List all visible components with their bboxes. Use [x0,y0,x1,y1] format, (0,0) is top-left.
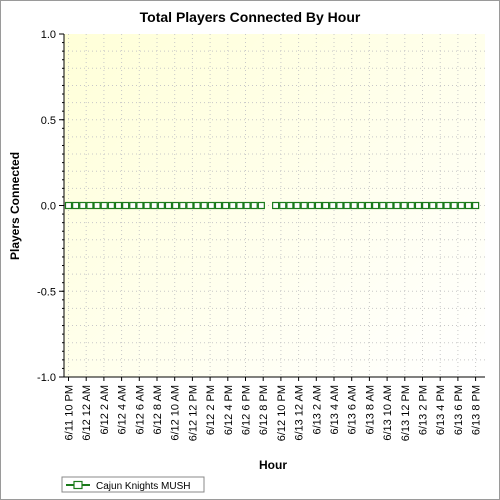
x-tick-label: 6/13 12 AM [294,385,306,441]
x-tick-label: 6/13 2 AM [311,385,323,435]
x-tick-label: 6/12 10 PM [276,385,288,441]
data-point [157,201,165,210]
data-point [257,201,265,210]
data-point [350,201,358,210]
data-point [172,201,180,210]
data-point [207,201,215,210]
data-point [443,201,451,210]
data-point [150,201,158,210]
y-tick-label: -1.0 [37,372,56,384]
x-tick-label: 6/13 4 AM [329,385,341,435]
data-point [307,201,315,210]
data-point [450,201,458,210]
data-point [279,201,287,210]
x-tick-label: 6/13 4 PM [435,385,447,435]
data-point [286,201,294,210]
data-point [86,201,94,210]
data-point [214,201,223,210]
data-point [72,201,80,210]
data-point [107,201,115,210]
x-tick-label: 6/12 8 PM [258,385,270,435]
data-point [250,201,258,210]
data-point [429,201,437,210]
data-point [314,201,323,210]
data-point [336,201,344,210]
y-tick-label: 0.0 [41,201,56,213]
data-point [407,201,415,210]
data-point [229,201,237,210]
legend: Cajun Knights MUSH [61,476,205,493]
data-point [293,201,301,210]
data-point [164,201,173,210]
data-point [322,201,330,210]
data-point [236,201,244,210]
legend-series-marker [73,480,83,490]
data-point [100,201,108,210]
data-point [372,201,380,210]
data-point [79,201,87,210]
data-point [136,201,144,210]
data-point [300,201,308,210]
x-axis-label: Hour [259,458,287,472]
x-tick-label: 6/12 6 PM [241,385,253,435]
x-tick-label: 6/12 4 AM [117,385,129,435]
x-tick-label: 6/12 4 PM [223,385,235,435]
series-layer [64,201,480,210]
x-tick-label: 6/13 10 AM [382,385,394,441]
data-point [143,201,151,210]
data-point [400,201,408,210]
y-axis-ticks: 1.0 0.5 0.0 -0.5 -1.0 [37,29,64,384]
data-point [222,201,230,210]
data-point [436,201,444,210]
data-point [364,201,373,210]
x-tick-label: 6/13 8 PM [471,385,483,435]
x-tick-label: 6/12 2 AM [99,385,111,435]
x-tick-label: 6/13 12 PM [400,385,412,441]
data-point [464,201,473,210]
x-tick-label: 6/13 6 AM [347,385,359,435]
y-tick-label: 0.5 [41,115,56,127]
x-axis-ticks: 6/11 10 PM 6/12 12 AM 6/12 2 AM 6/12 4 AM 6/… [64,377,483,441]
data-point [379,201,387,210]
x-tick-label: 6/12 2 PM [205,385,217,435]
data-point [186,201,194,210]
data-point [393,201,401,210]
x-tick-label: 6/12 12 AM [81,385,93,441]
data-point [272,201,280,210]
data-point [64,201,73,210]
data-point [386,201,394,210]
data-point [343,201,351,210]
data-point [243,201,251,210]
data-point [122,201,130,210]
legend-series-label: Cajun Knights MUSH [96,481,190,492]
data-point [472,201,480,210]
data-point [200,201,208,210]
y-tick-label: -0.5 [37,286,56,298]
data-point [179,201,187,210]
x-tick-label: 6/12 8 AM [152,385,164,435]
x-tick-label: 6/12 12 PM [187,385,199,441]
legend-box [61,476,205,493]
x-tick-label: 6/12 6 AM [134,385,146,435]
data-point [422,201,430,210]
data-point [457,201,465,210]
data-point [114,201,123,210]
y-tick-label: 1.0 [41,29,56,41]
data-point [93,201,101,210]
data-point [329,201,337,210]
data-point [129,201,137,210]
x-tick-label: 6/11 10 PM [64,385,76,440]
x-tick-label: 6/13 2 PM [418,385,430,435]
data-point [414,201,423,210]
data-point [357,201,365,210]
x-tick-label: 6/13 8 AM [364,385,376,435]
y-axis-label: Players Connected [8,152,22,260]
x-tick-label: 6/13 6 PM [453,385,465,435]
x-tick-label: 6/12 10 AM [170,385,182,441]
data-point [193,201,201,210]
chart-title: Total Players Connected By Hour [140,9,361,25]
